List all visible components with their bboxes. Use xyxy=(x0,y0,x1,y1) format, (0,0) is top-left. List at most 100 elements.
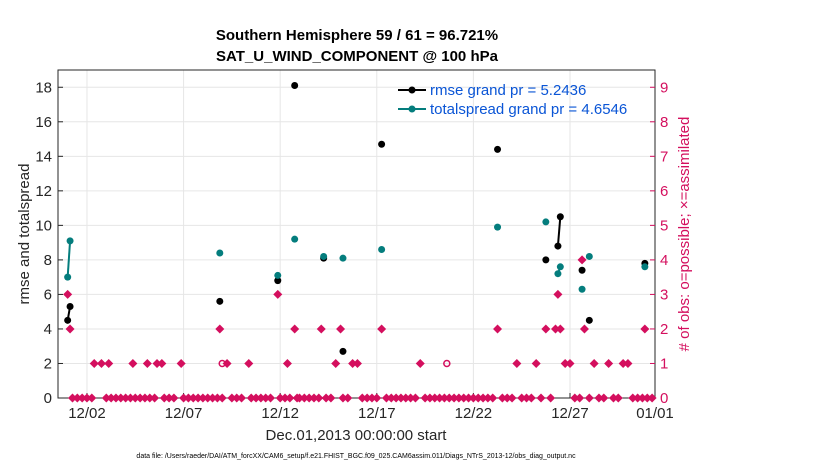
y2-tick-label: 1 xyxy=(660,355,668,372)
obs-assimilated-marker xyxy=(212,393,222,403)
obs-assimilated-marker xyxy=(415,358,425,368)
obs-assimilated-marker xyxy=(82,393,92,403)
obs-assimilated-marker xyxy=(599,393,609,403)
totalspread-point xyxy=(578,285,586,293)
obs-assimilated-marker xyxy=(104,358,114,368)
legend-rmse-label: rmse grand pr = 5.2436 xyxy=(430,82,586,99)
obs-assimilated-marker xyxy=(72,393,82,403)
rmse-point xyxy=(554,242,562,250)
obs-assimilated-marker xyxy=(244,358,254,368)
obs-assimilated-marker xyxy=(435,393,445,403)
y-tick-label: 12 xyxy=(35,183,52,200)
obs-assimilated-marker xyxy=(130,393,140,403)
obs-assimilated-marker xyxy=(444,393,454,403)
y-tick-label: 14 xyxy=(35,148,52,165)
totalspread-point xyxy=(291,235,299,243)
x-tick-label: 12/27 xyxy=(551,405,589,422)
totalspread-point xyxy=(216,249,224,257)
obs-assimilated-marker xyxy=(640,324,650,334)
obs-assimilated-marker xyxy=(522,393,532,403)
obs-assimilated-marker xyxy=(179,393,189,403)
obs-assimilated-marker xyxy=(280,393,290,403)
x-axis-label: Dec.01,2013 00:00:00 start xyxy=(266,427,448,444)
obs-assimilated-marker xyxy=(164,393,174,403)
y-axis-label: rmse and totalspread xyxy=(16,164,33,305)
obs-assimilated-marker xyxy=(89,358,99,368)
obs-assimilated-marker xyxy=(65,324,75,334)
obs-assimilated-marker xyxy=(584,393,594,403)
obs-assimilated-marker xyxy=(401,393,411,403)
obs-assimilated-marker xyxy=(420,393,430,403)
obs-assimilated-marker xyxy=(478,393,488,403)
chart-title: Southern Hemisphere 59 / 61 = 96.721% xyxy=(216,27,498,44)
y2-tick-label: 2 xyxy=(660,321,668,338)
obs-assimilated-marker xyxy=(193,393,203,403)
obs-assimilated-marker xyxy=(577,255,587,265)
y-tick-label: 10 xyxy=(35,217,52,234)
obs-assimilated-marker xyxy=(391,393,401,403)
obs-assimilated-marker xyxy=(488,393,498,403)
obs-assimilated-marker xyxy=(439,393,449,403)
totalspread-point xyxy=(64,273,72,281)
obs-assimilated-marker xyxy=(256,393,266,403)
obs-assimilated-marker xyxy=(183,393,193,403)
obs-assimilated-marker xyxy=(198,393,208,403)
rmse-point xyxy=(66,303,74,311)
y2-tick-label: 9 xyxy=(660,79,668,96)
obs-assimilated-marker xyxy=(87,393,97,403)
y2-tick-label: 4 xyxy=(660,252,668,269)
obs-assimilated-marker xyxy=(464,393,474,403)
legend-totalspread-marker xyxy=(408,105,416,113)
obs-assimilated-marker xyxy=(613,393,623,403)
totalspread-point xyxy=(339,254,347,262)
rmse-point xyxy=(291,82,299,90)
y2-axis-label: # of obs: o=possible; ×=assimilated xyxy=(676,117,693,352)
legend: rmse grand pr = 5.2436 totalspread grand… xyxy=(398,82,627,118)
obs-assimilated-marker xyxy=(459,393,469,403)
rmse-point xyxy=(494,145,502,153)
obs-assimilated-marker xyxy=(579,324,589,334)
obs-assimilated-marker xyxy=(541,324,551,334)
obs-assimilated-marker xyxy=(326,393,336,403)
grid xyxy=(58,70,656,398)
obs-assimilated-marker xyxy=(77,393,87,403)
totalspread-line xyxy=(66,240,72,278)
rmse-point xyxy=(585,316,593,324)
x-tick-label: 12/02 xyxy=(68,405,106,422)
obs-assimilated-marker xyxy=(106,393,116,403)
obs-assimilated-marker xyxy=(227,393,237,403)
obs-assimilated-marker xyxy=(410,393,420,403)
totalspread-point xyxy=(378,246,386,254)
y-axis-left: 0 2 4 6 8 10 12 14 16 18 xyxy=(35,79,63,407)
obs-assimilated-marker xyxy=(551,324,560,334)
totalspread-point xyxy=(554,270,562,278)
obs-assimilated-marker xyxy=(483,393,493,403)
obs-assimilated-marker xyxy=(637,393,647,403)
y2-tick-label: 6 xyxy=(660,183,668,200)
obs-assimilated-marker xyxy=(246,393,256,403)
obs-assimilated-marker xyxy=(125,393,135,403)
obs-assimilated-marker xyxy=(142,358,152,368)
obs-assimilated-marker xyxy=(512,358,522,368)
obs-assimilated-marker xyxy=(314,393,324,403)
obs-assimilated-marker xyxy=(140,393,150,403)
obs-assimilated-marker xyxy=(157,358,167,368)
obs-assimilated-marker xyxy=(623,358,633,368)
totalspread-point xyxy=(66,237,74,245)
obs-assimilated-marker xyxy=(565,358,575,368)
rmse-point xyxy=(339,347,347,355)
obs-assimilated-marker xyxy=(575,393,585,403)
rmse-point xyxy=(64,316,72,324)
obs-assimilated-marker xyxy=(454,393,464,403)
obs-assimilated-marker xyxy=(507,393,517,403)
obs-assimilated-marker xyxy=(555,324,565,334)
obs-assimilated-marker xyxy=(642,393,652,403)
obs-assimilated-marker xyxy=(604,358,614,368)
obs-assimilated-marker xyxy=(430,393,440,403)
x-tick-label: 01/01 xyxy=(636,405,674,422)
obs-assimilated-marker xyxy=(111,393,121,403)
y-tick-label: 8 xyxy=(44,252,52,269)
obs-assimilated-marker xyxy=(251,393,261,403)
obs-assimilated-marker xyxy=(497,393,507,403)
